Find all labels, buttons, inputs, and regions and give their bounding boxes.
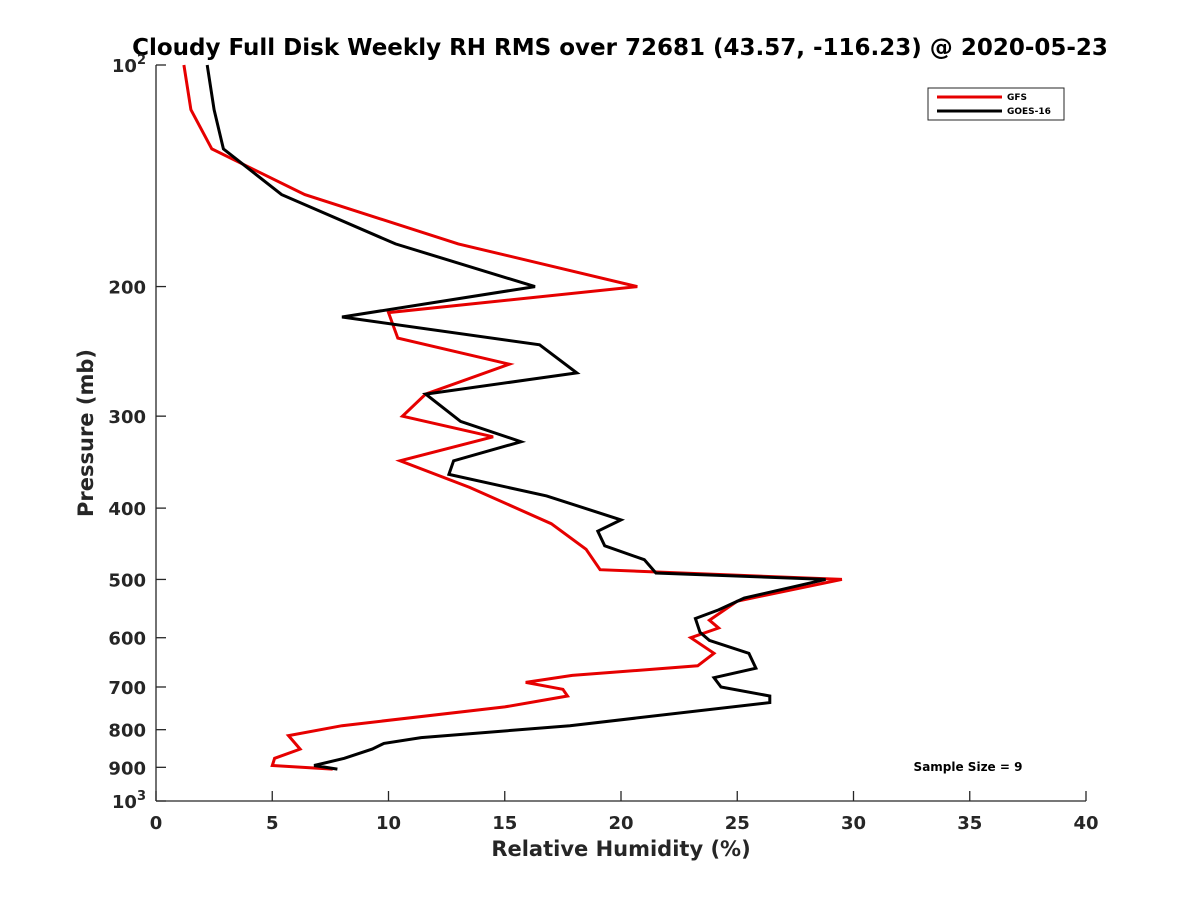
x-ticks: 0 5 10 15 20 25 30 35 40 xyxy=(150,791,1099,834)
y-ticks: 102 200 300 400 500 600 700 800 900 103 xyxy=(108,53,166,813)
legend-label-1: GOES-16 xyxy=(1007,107,1051,117)
chart-title: Cloudy Full Disk Weekly RH RMS over 7268… xyxy=(132,35,1108,61)
y-tick-label: 600 xyxy=(108,629,146,650)
y-tick-label: 900 xyxy=(108,758,146,779)
x-tick-label: 15 xyxy=(492,813,517,834)
legend-items: GFS GOES-16 xyxy=(937,93,1051,117)
x-tick-label: 25 xyxy=(725,813,750,834)
y-tick-label: 400 xyxy=(108,499,146,520)
x-tick-label: 5 xyxy=(266,813,279,834)
y-tick-label: 800 xyxy=(108,721,146,742)
series-line-0 xyxy=(182,64,843,771)
x-tick-label: 20 xyxy=(608,813,633,834)
x-axis-label: Relative Humidity (%) xyxy=(491,837,750,861)
x-tick-label: 0 xyxy=(150,813,163,834)
x-tick-label: 10 xyxy=(376,813,401,834)
y-tick-label: 200 xyxy=(108,278,146,299)
series-layer xyxy=(182,64,843,771)
x-tick-label: 30 xyxy=(841,813,866,834)
y-tick-label: 700 xyxy=(108,678,146,699)
legend: GFS GOES-16 xyxy=(927,87,1065,121)
legend-box xyxy=(927,87,1065,121)
legend-label-0: GFS xyxy=(1007,93,1027,103)
y-tick-label: 300 xyxy=(108,407,146,428)
series-line-1 xyxy=(205,64,826,771)
plot-area: 0 5 10 15 20 25 30 35 40 102 200 300 400 500 600 700 80… xyxy=(108,53,1098,834)
y-tick-label: 102 xyxy=(112,53,146,77)
y-axis-label: Pressure (mb) xyxy=(74,349,98,517)
y-tick-label: 500 xyxy=(108,570,146,591)
y-tick-label: 103 xyxy=(112,789,146,813)
sample-size-annotation: Sample Size = 9 xyxy=(914,760,1023,774)
x-tick-label: 40 xyxy=(1073,813,1098,834)
x-tick-label: 35 xyxy=(957,813,982,834)
